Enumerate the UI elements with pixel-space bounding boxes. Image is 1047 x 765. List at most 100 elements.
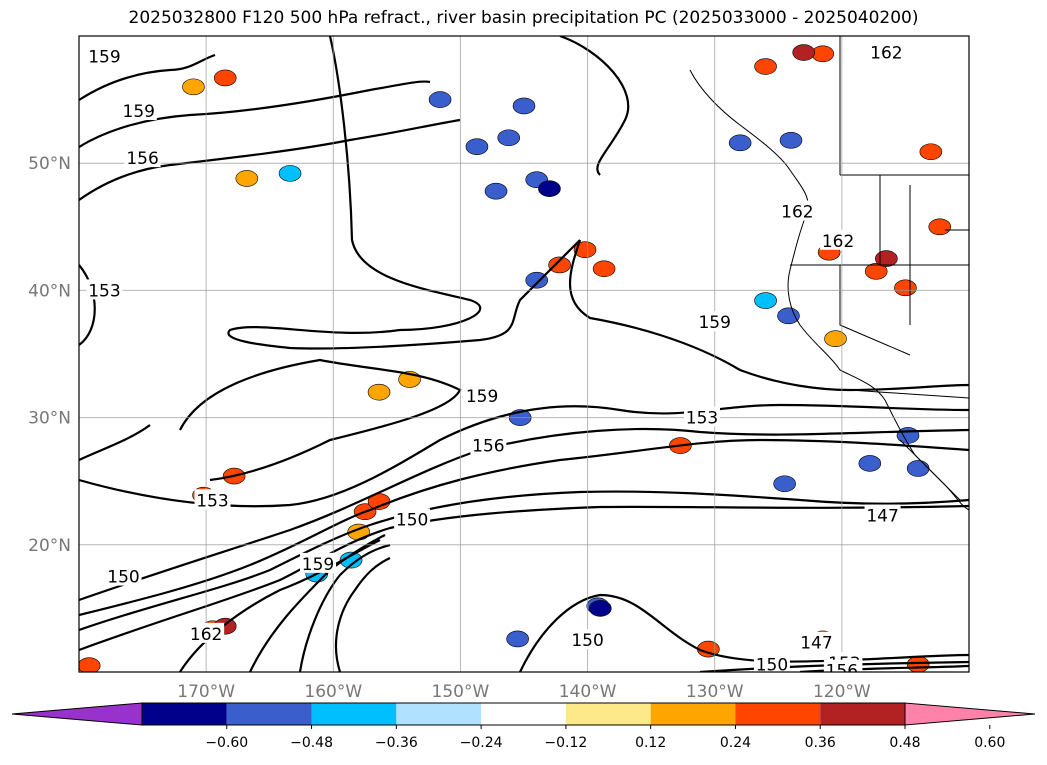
colorbar-tick-label: 0.12 [635, 735, 666, 751]
colorbar-segment [396, 703, 482, 725]
precip-anomaly-blob [278, 165, 302, 182]
contour-label: 150 [396, 510, 428, 530]
contour-label: 156 [126, 149, 158, 169]
precip-anomaly-blob [573, 241, 597, 258]
precip-anomaly-blob [339, 551, 363, 569]
precip-anomaly-blob [773, 475, 796, 493]
map-title: 2025032800 F120 500 hPa refract., river … [128, 8, 919, 28]
colorbar-segment [226, 703, 312, 725]
gridlines [79, 36, 969, 672]
contour-line [79, 53, 216, 101]
contour-line [79, 490, 969, 632]
colorbar-tick-label: −0.36 [375, 735, 418, 751]
contour-label: 147 [866, 507, 898, 527]
precip-anomaly-blob [465, 138, 489, 155]
contour-label: 162 [781, 203, 813, 223]
contour-label-bg [868, 41, 905, 62]
colorbar-tick-label: 0.36 [805, 735, 836, 751]
precip-anomaly-blob [548, 256, 571, 274]
precip-anomaly-blob [588, 600, 612, 617]
colorbar-segment [735, 703, 821, 725]
coastlines [689, 36, 969, 511]
contour-label: 156 [826, 662, 858, 682]
precip-anomaly-blob [213, 69, 237, 87]
contour-label-bg [464, 384, 501, 405]
colorbar-extend-low [11, 702, 143, 726]
longitude-labels: 170°W 160°W 150°W 140°W 130°W 120°W [177, 682, 871, 702]
contour-label: 147 [800, 634, 832, 654]
state-border [839, 265, 911, 356]
contour-line [568, 239, 969, 392]
colorbar-segment [820, 703, 905, 725]
precip-anomaly-blob [811, 45, 835, 63]
contour-label: 153 [88, 281, 120, 301]
lat-label: 40°N [28, 281, 71, 301]
contour-label: 150 [571, 631, 603, 651]
contour-line [79, 424, 151, 461]
contour-label: 162 [870, 44, 902, 64]
precip-anomaly-blob [919, 143, 943, 161]
contour-line [249, 534, 386, 672]
contour-label-bg [696, 311, 733, 332]
colorbar-segment [565, 703, 651, 725]
contour-label-bg [394, 508, 431, 529]
contour-line [699, 660, 969, 672]
lon-label: 120°W [813, 682, 871, 702]
precip-anomaly-blob [484, 182, 508, 200]
contour-label-bg [823, 659, 860, 672]
precip-anomaly-blob [512, 97, 536, 115]
precip-anomaly-blob [754, 292, 777, 309]
precip-anomaly-blob [779, 132, 803, 149]
contour-label: 153 [196, 491, 228, 511]
contour-label: 159 [698, 313, 730, 333]
colorbar-frame [141, 702, 906, 726]
lon-label: 160°W [304, 682, 362, 702]
colorbar-tick-label: 0.48 [889, 735, 920, 751]
lat-label: 20°N [28, 536, 71, 556]
contour-label: 153 [686, 409, 718, 429]
map-area: 159 159 156 162 162 162 153 159 159 153 156 153 150 1… [79, 36, 969, 682]
contour-line [559, 36, 630, 176]
latitude-labels: 50°N 40°N 30°N 20°N [28, 154, 71, 556]
precip-anomaly-blob [928, 218, 952, 236]
precip-anomaly-blob [754, 58, 777, 75]
contour-label: 156 [472, 437, 504, 457]
contour-label-bg [470, 434, 507, 455]
lon-label: 170°W [177, 682, 235, 702]
map-frame [78, 35, 970, 673]
contour-label-bg [124, 147, 161, 168]
precip-anomaly-blob [875, 250, 898, 267]
contour-line [79, 438, 969, 617]
lat-label: 50°N [28, 154, 71, 174]
contour-line [519, 593, 969, 672]
precip-anomaly-blob [182, 78, 205, 96]
contour-label-bg [798, 631, 835, 652]
contour-line [799, 664, 969, 672]
contour-label: 162 [822, 232, 854, 252]
colorbar [11, 702, 1036, 726]
contour-label-bg [300, 552, 337, 573]
height-contours [79, 36, 969, 672]
contour-line [227, 36, 581, 350]
precip-anomaly-blob [497, 129, 521, 147]
contour-label: 159 [302, 555, 334, 575]
lon-label: 150°W [432, 682, 490, 702]
colorbar-tick-label: 0.24 [720, 735, 751, 751]
contour-label: 159 [466, 387, 498, 407]
precip-anomaly-blob [906, 656, 930, 672]
precip-anomaly-blob [79, 657, 101, 672]
precip-anomaly-blob [858, 455, 882, 472]
precip-anomaly-blob [506, 630, 529, 648]
colorbar-segment [650, 703, 736, 725]
contour-label-bg [684, 406, 720, 427]
contour-label: 159 [123, 102, 155, 122]
precip-anomaly-blob [235, 170, 259, 187]
colorbar-tick-label: −0.48 [290, 735, 333, 751]
colorbar-segment [142, 703, 227, 725]
contour-label-bg [188, 622, 225, 643]
colorbar-tick-label: −0.12 [544, 735, 587, 751]
precip-anomaly-blob [906, 460, 930, 477]
contour-line [79, 264, 96, 346]
contour-label-bg [864, 504, 901, 525]
